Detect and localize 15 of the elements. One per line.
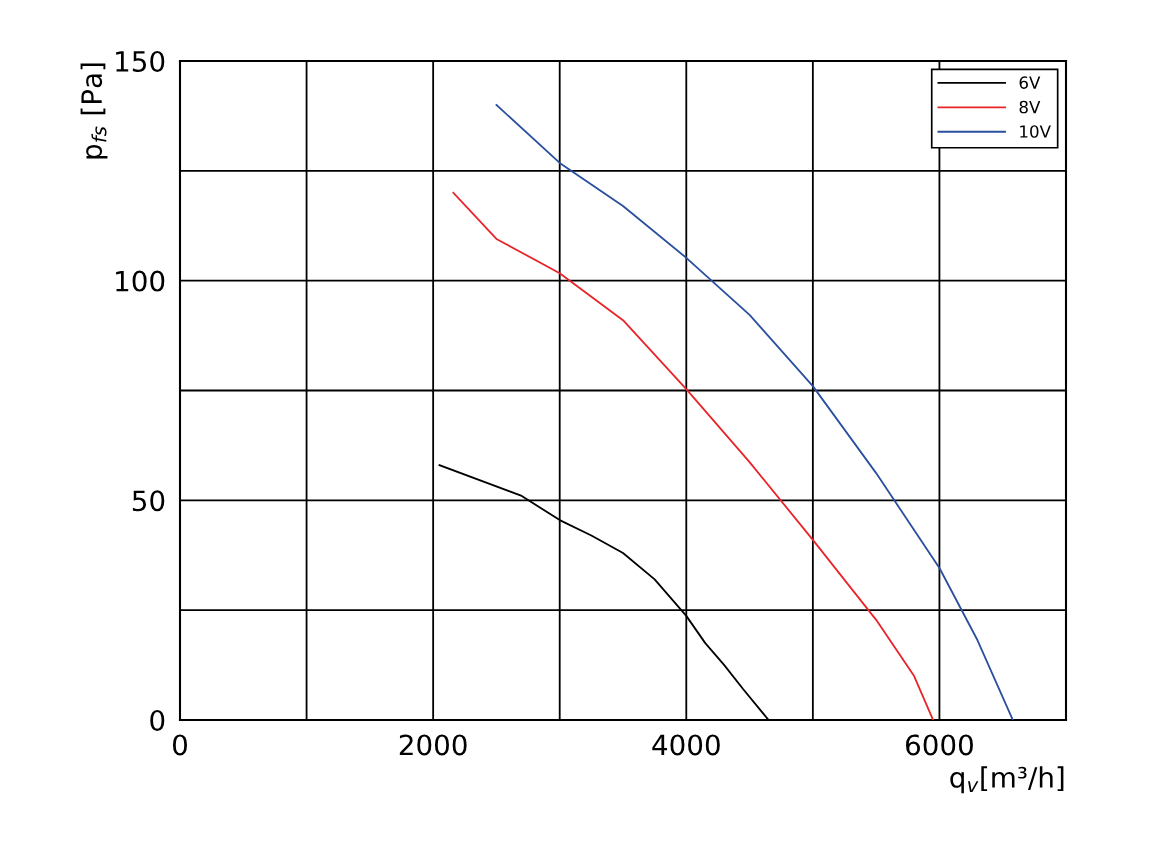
x-tick-label: 4000 [652, 734, 720, 756]
x-tick-label: 6000 [906, 734, 973, 756]
x-tick-label: 0 [172, 734, 187, 756]
y-tick-label: 100 [116, 270, 165, 292]
y-axis-title: p$_{fs}$ [Pa] [80, 63, 108, 159]
line-series [495, 104, 1014, 720]
y-tick-label: 0 [150, 709, 165, 731]
y-tick-label: 50 [132, 490, 165, 512]
legend-label: 6V [1019, 76, 1041, 89]
legend-label: 10V [1020, 125, 1051, 138]
x-axis-title: q$_{v}$[m³/h] [950, 766, 1064, 794]
line-series [452, 191, 935, 720]
y-tick-label: 150 [116, 50, 165, 72]
legend-label: 8V [1019, 100, 1041, 114]
x-tick-label: 2000 [399, 734, 467, 756]
